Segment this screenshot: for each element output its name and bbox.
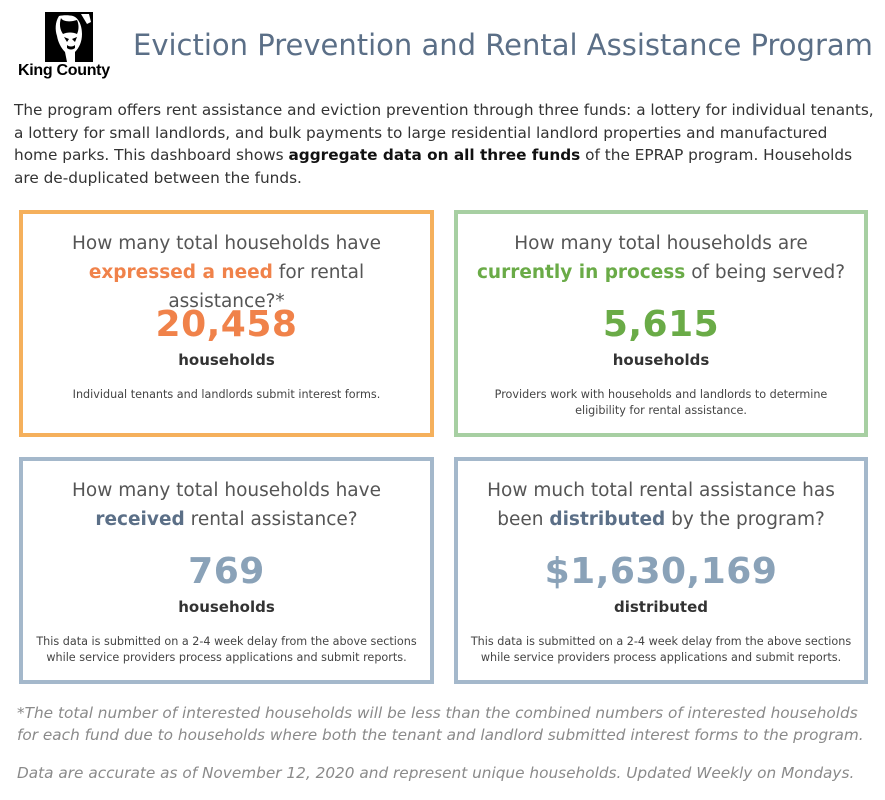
question-highlight: currently in process [476, 262, 686, 283]
card-description: This data is submitted on a 2-4 week del… [470, 635, 852, 664]
question-text: How many total households have [72, 480, 381, 501]
metric-unit: households [178, 351, 275, 369]
logo-text: King County [18, 62, 110, 79]
question-highlight: expressed a need [88, 262, 273, 283]
card-description: Individual tenants and landlords submit … [72, 388, 381, 401]
data-accuracy-note: Data are accurate as of November 12, 202… [17, 764, 855, 782]
intro-text-end: of the EPRAP program. Households are de-… [14, 146, 853, 187]
metric-value: 769 [188, 551, 265, 592]
card-in-process: How many total households are currently … [454, 210, 868, 437]
card-question: How many total households are currently … [458, 229, 864, 287]
metric-value: 20,458 [155, 304, 298, 345]
metric-value: $1,630,169 [544, 551, 778, 592]
intro-bold-text: aggregate data on all three funds [288, 146, 581, 164]
question-text: rental assistance? [184, 509, 358, 530]
question-text: How many total households have [72, 233, 381, 254]
metric-unit: distributed [613, 598, 708, 616]
card-expressed-need: How many total households have expressed… [19, 210, 434, 437]
card-description: Providers work with households and landl… [494, 388, 828, 417]
page-title: Eviction Prevention and Rental Assistanc… [133, 28, 873, 62]
footnote: *The total number of interested househol… [17, 704, 864, 744]
metric-unit: households [612, 351, 710, 369]
question-highlight: distributed [549, 509, 666, 530]
question-text: by the program? [665, 509, 825, 530]
question-text: How many total households are [514, 233, 808, 254]
card-question: How many total households have received … [23, 476, 430, 534]
card-distributed: How much total rental assistance has bee… [454, 457, 868, 684]
intro-text-start: The program offers rent assistance and e… [14, 101, 874, 164]
card-description: This data is submitted on a 2-4 week del… [36, 635, 417, 664]
intro-paragraph: The program offers rent assistance and e… [14, 99, 874, 189]
king-county-logo [45, 12, 93, 62]
mlk-portrait-icon [45, 12, 93, 62]
question-text: How much total rental assistance has bee… [487, 480, 835, 530]
card-question: How much total rental assistance has bee… [458, 476, 864, 534]
metric-unit: households [178, 598, 275, 616]
card-question: How many total households have expressed… [23, 229, 430, 316]
question-text: for rental assistance?* [168, 262, 365, 312]
metric-value: 5,615 [602, 304, 720, 345]
question-highlight: received [95, 509, 185, 530]
card-received: How many total households have received … [19, 457, 434, 684]
question-text: of being served? [685, 262, 846, 283]
